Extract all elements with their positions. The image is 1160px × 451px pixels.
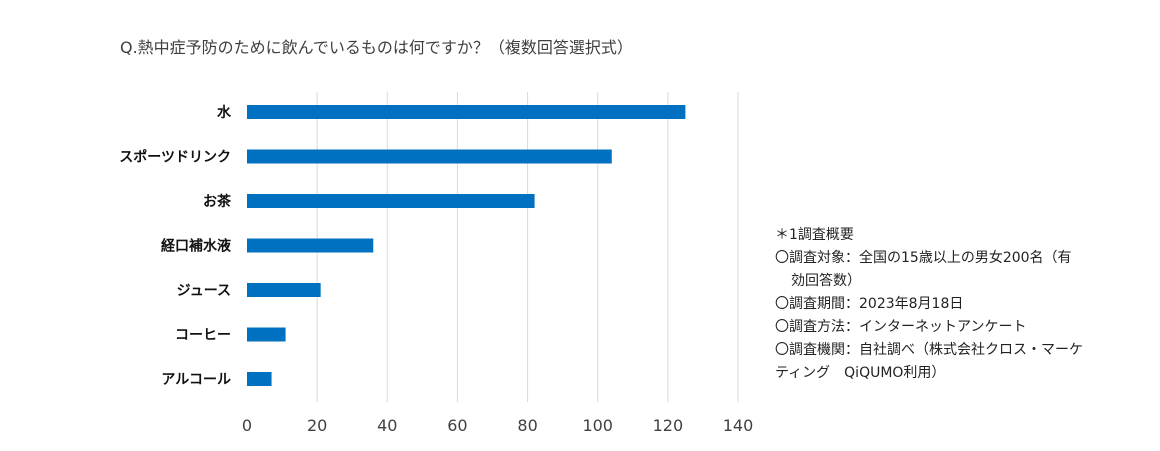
gridlines (316, 92, 739, 402)
x-tick-label: 140 (723, 416, 754, 435)
bars (247, 105, 686, 386)
bar (247, 238, 374, 253)
x-tick-label: 80 (517, 416, 537, 435)
bar (247, 372, 272, 386)
notes-target-line1: 〇調査対象：全国の15歳以上の男女200名（有 (775, 250, 1072, 266)
x-tick-label: 100 (582, 416, 613, 435)
bar (247, 194, 535, 208)
bar (247, 105, 686, 119)
x-tick-label: 60 (447, 416, 467, 435)
category-label: コーヒー (175, 328, 231, 344)
bar (247, 283, 321, 297)
notes-org-line1: 〇調査機関：自社調べ（株式会社クロス・マーケ (775, 342, 1083, 358)
category-label: 経口補水液 (161, 238, 232, 255)
x-tick-label: 20 (307, 416, 327, 435)
notes-period: 〇調査期間：2023年8月18日 (775, 296, 964, 312)
x-tick-label: 0 (242, 416, 252, 435)
notes-heading: ＊1調査概要 (775, 227, 854, 243)
chart-title: Q.熱中症予防のために飲んでいるものは何ですか？（複数回答選択式） (120, 38, 633, 57)
x-tick-label: 40 (377, 416, 397, 435)
notes-target-line2: 効回答数） (791, 273, 861, 289)
x-tick-label: 120 (653, 416, 684, 435)
notes-method: 〇調査方法：インターネットアンケート (775, 319, 1027, 335)
category-label: アルコール (161, 372, 231, 388)
bar (247, 149, 612, 164)
x-axis-tick-labels: 0 20 40 60 80 100 120 140 (242, 416, 753, 435)
category-label: スポーツドリンク (119, 149, 231, 166)
category-label: ジュース (177, 283, 231, 299)
survey-notes: ＊1調査概要 〇調査対象：全国の15歳以上の男女200名（有 効回答数） 〇調査… (775, 224, 1155, 385)
category-label: 水 (217, 104, 232, 121)
notes-org-line2: ティング QiQUMO利用） (775, 365, 946, 381)
category-label: お茶 (203, 193, 232, 210)
bar (247, 327, 286, 342)
